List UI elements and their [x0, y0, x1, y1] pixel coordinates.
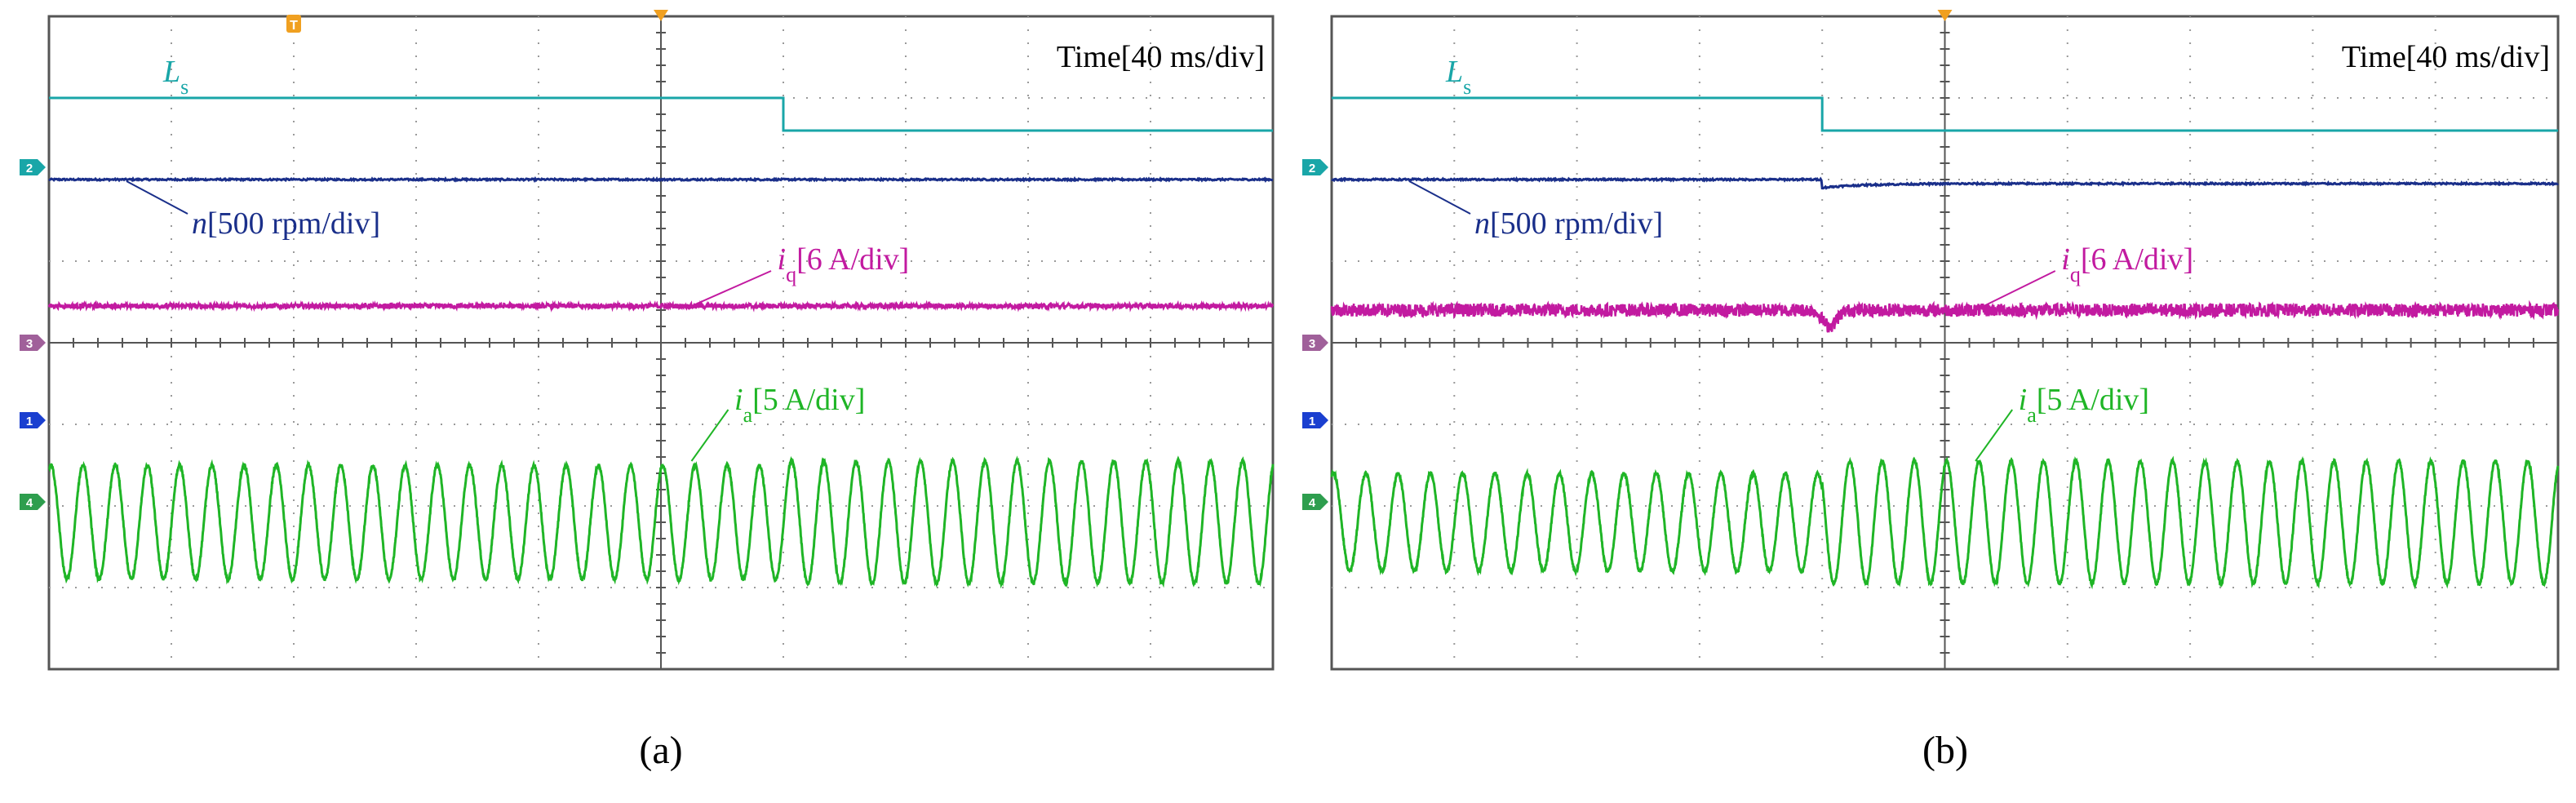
channel-marker-2	[1302, 159, 1328, 175]
scope-panel-a: T 2 3 1 4 Time[40 ms/div] Ls n[500 rpm/div] iq[6…	[20, 10, 1275, 772]
trace-iq	[1330, 299, 2560, 333]
label-Ls: Ls	[162, 55, 188, 99]
label-ia: ia[5 A/div]	[2019, 383, 2149, 427]
channel-marker-1	[1302, 412, 1328, 428]
channel-marker-label: 2	[1309, 162, 1315, 175]
panel-caption: (b)	[1922, 729, 1968, 772]
channel-marker-label: 4	[1309, 496, 1316, 510]
trace-Ls	[1332, 96, 2558, 132]
channel-marker-label: 3	[26, 337, 33, 351]
panel-caption: (a)	[639, 729, 682, 772]
trace-Ls	[49, 96, 1273, 132]
time-scale-label: Time[40 ms/div]	[2342, 40, 2550, 74]
label-iq: iq[6 A/div]	[778, 242, 910, 286]
leader-n	[126, 180, 188, 215]
leader-ia	[1975, 409, 2013, 462]
label-iq: iq[6 A/div]	[2061, 242, 2193, 286]
channel-marker-4	[20, 494, 46, 510]
label-ia: ia[5 A/div]	[734, 383, 865, 427]
label-n: n[500 rpm/div]	[192, 206, 380, 241]
leader-n	[1408, 180, 1471, 215]
trace-ia	[1330, 455, 2560, 590]
label-n: n[500 rpm/div]	[1474, 206, 1663, 241]
label-Ls: Ls	[1445, 55, 1471, 99]
leader-iq	[691, 270, 772, 307]
trace-n	[1331, 175, 2560, 190]
leader-iq	[1975, 270, 2056, 311]
channel-marker-label: 2	[26, 162, 33, 175]
channel-marker-3	[20, 335, 46, 351]
leader-ia	[690, 409, 729, 462]
channel-marker-label: 1	[26, 415, 33, 428]
channel-marker-label: 1	[1309, 415, 1315, 428]
trace-n	[48, 176, 1274, 184]
channel-marker-3	[1302, 335, 1328, 351]
channel-marker-label: 3	[1309, 337, 1315, 351]
scope-panel-b: 2 3 1 4 Time[40 ms/div] Ls n[500 rpm/div] iq[6 …	[1302, 10, 2560, 772]
trace-ia	[48, 455, 1275, 589]
channel-marker-4	[1302, 494, 1328, 510]
time-scale-label: Time[40 ms/div]	[1057, 40, 1265, 74]
channel-marker-1	[20, 412, 46, 428]
trigger-position-icon	[1937, 10, 1953, 21]
trigger-marker-label: T	[290, 19, 298, 33]
trace-iq	[47, 299, 1275, 313]
channel-marker-label: 4	[26, 496, 33, 510]
trigger-level-icon	[286, 15, 301, 33]
channel-marker-2	[20, 159, 46, 175]
trigger-position-icon	[654, 10, 668, 21]
